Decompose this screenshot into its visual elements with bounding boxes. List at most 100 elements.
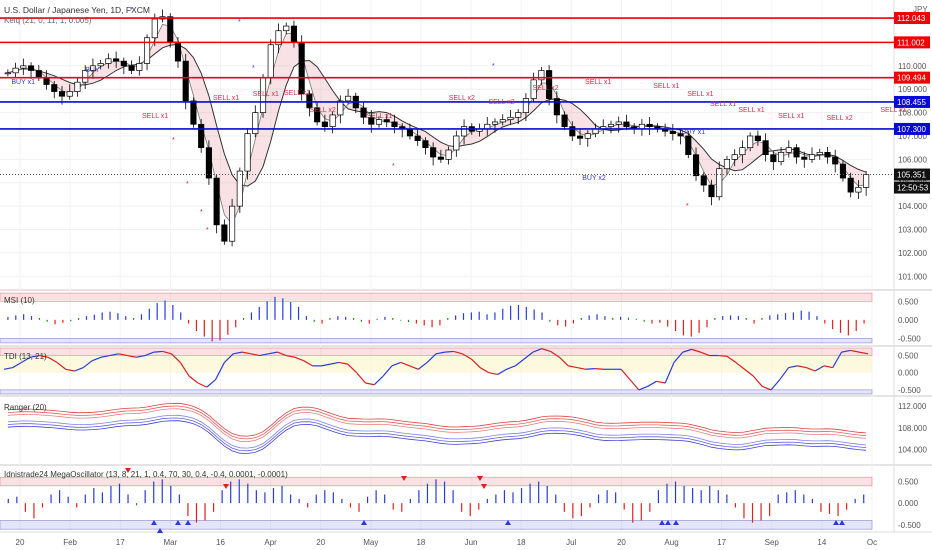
tdi-line-segment	[127, 354, 137, 358]
indicator-tick-label: -0.500	[898, 521, 921, 530]
sell-signal-label: SELL x2	[533, 85, 559, 92]
candle	[669, 130, 676, 134]
tdi-line-segment	[356, 372, 366, 384]
tdi-line-segment	[832, 351, 843, 368]
candle	[778, 151, 785, 163]
candle	[723, 159, 731, 170]
price-level-label: 112.043	[897, 14, 926, 23]
tdi-line-segment	[656, 380, 666, 384]
candle	[314, 107, 321, 123]
candle	[716, 168, 723, 198]
tdi-line-segment	[338, 361, 348, 365]
candle	[677, 133, 684, 137]
indicator-tick-label: 112.000	[898, 402, 927, 411]
sell-arrow	[125, 468, 131, 473]
candle	[58, 91, 66, 97]
candle	[12, 67, 19, 74]
tdi-line-segment	[303, 360, 313, 367]
tdi-line-segment	[3, 366, 13, 370]
indicator-tick-label: 0.000	[898, 499, 919, 508]
candle	[561, 114, 568, 127]
price-level-tag	[894, 71, 930, 84]
buy-arrow	[185, 520, 191, 525]
tdi-line-segment	[470, 358, 481, 368]
tdi-line-segment	[321, 363, 331, 367]
tdi-line-segment	[136, 354, 146, 358]
candle	[275, 30, 282, 46]
tdi-line-segment	[814, 365, 825, 372]
buy-arrow	[833, 520, 839, 525]
tdi-line-segment	[65, 368, 75, 372]
tdi-line-segment	[417, 361, 428, 370]
tdi-line-segment	[409, 365, 419, 370]
tdi-line-segment	[770, 379, 781, 391]
time-tick-label: 17	[116, 538, 125, 547]
buy-arrow	[151, 520, 157, 525]
star-marker: *	[172, 137, 175, 144]
candle	[801, 156, 808, 160]
indicator-tick-label: 0.000	[898, 369, 919, 378]
buy-signal-label: BUY	[85, 67, 100, 74]
candle	[855, 187, 862, 193]
indicator-tick-label: -0.500	[898, 334, 921, 343]
tdi-line-segment	[700, 351, 710, 357]
tdi-line-segment	[109, 353, 119, 357]
tdi-title: TDI (13, 21)	[4, 352, 47, 361]
tdi-line-segment	[752, 375, 763, 387]
candle	[368, 116, 375, 125]
candle	[128, 65, 135, 71]
candle	[576, 135, 584, 139]
sell-signal-label: SELL x2	[449, 95, 475, 102]
tdi-line-segment	[559, 356, 569, 367]
overbought-band	[0, 292, 873, 302]
candle	[174, 42, 182, 62]
candle	[35, 70, 42, 78]
ranger-title: Ranger (20)	[4, 403, 47, 412]
tdi-line-segment	[56, 361, 67, 370]
sell-arrow	[401, 476, 407, 481]
candle	[167, 16, 174, 43]
candle	[375, 119, 383, 125]
tdi-line-segment	[638, 385, 648, 391]
candle	[747, 135, 754, 149]
star-marker: *	[686, 203, 689, 210]
candle	[205, 147, 212, 179]
fast-moving-average-line	[7, 24, 867, 225]
ma-band-fill	[7, 24, 867, 225]
candles	[4, 9, 870, 247]
time-tick-label: Feb	[63, 538, 77, 547]
last-price-label: 105.351	[897, 171, 926, 180]
tdi-line-segment	[823, 365, 833, 369]
tdi-mid-band	[0, 355, 872, 373]
buy-arrow	[839, 520, 845, 525]
sell-signal-label: SELL x1	[687, 91, 713, 98]
ranger-band-line	[7, 414, 867, 449]
indicator-tick-label: 0.000	[898, 316, 919, 325]
candle	[785, 147, 792, 153]
ranger-band-line	[7, 402, 867, 437]
sell-signal-label: SELL x1	[366, 113, 392, 120]
tdi-line-segment	[488, 372, 498, 376]
ranger-band-line	[7, 417, 867, 452]
tdi-line-segment	[215, 362, 225, 380]
buy-arrow	[665, 520, 671, 525]
tdi-line-segment	[188, 375, 199, 384]
tdi-line-segment	[506, 365, 516, 370]
time-tick-label: Aug	[664, 538, 678, 547]
candle	[321, 121, 328, 127]
tdi-line-segment	[82, 360, 93, 369]
candle	[507, 116, 514, 120]
price-tick-label: 101.000	[898, 272, 927, 281]
tdi-line-segment	[779, 367, 790, 380]
candle	[236, 170, 243, 207]
candle	[685, 135, 692, 156]
countdown-tag	[894, 181, 930, 194]
indicator-tick-label: 108.000	[898, 424, 927, 433]
indicator-legend: Kelq (21, 0, 11, 1, 0.005)	[4, 16, 92, 25]
candle	[221, 224, 228, 242]
sell-signal-label: SELL x1	[710, 101, 736, 108]
candle	[182, 60, 189, 102]
